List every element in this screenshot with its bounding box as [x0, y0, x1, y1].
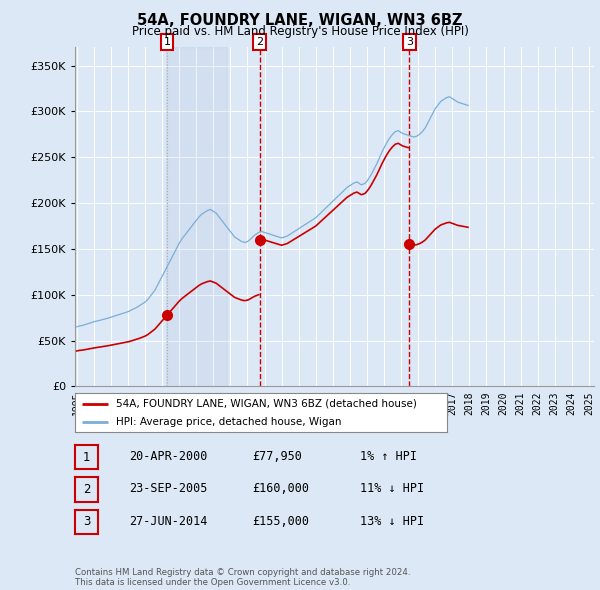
Text: HPI: Average price, detached house, Wigan: HPI: Average price, detached house, Wiga… [116, 417, 341, 427]
Text: Contains HM Land Registry data © Crown copyright and database right 2024.
This d: Contains HM Land Registry data © Crown c… [75, 568, 410, 587]
Text: 54A, FOUNDRY LANE, WIGAN, WN3 6BZ (detached house): 54A, FOUNDRY LANE, WIGAN, WN3 6BZ (detac… [116, 399, 417, 409]
Text: 11% ↓ HPI: 11% ↓ HPI [360, 482, 424, 495]
Text: 1: 1 [83, 451, 90, 464]
Bar [166, 47, 227, 386]
Text: Price paid vs. HM Land Registry's House Price Index (HPI): Price paid vs. HM Land Registry's House … [131, 25, 469, 38]
Text: 3: 3 [83, 516, 90, 529]
Text: 1: 1 [164, 37, 170, 47]
Text: 13% ↓ HPI: 13% ↓ HPI [360, 514, 424, 527]
Text: £160,000: £160,000 [252, 482, 309, 495]
Text: 20-APR-2000: 20-APR-2000 [129, 450, 208, 463]
Text: £77,950: £77,950 [252, 450, 302, 463]
Text: 1% ↑ HPI: 1% ↑ HPI [360, 450, 417, 463]
Text: 2: 2 [83, 483, 90, 496]
Text: 54A, FOUNDRY LANE, WIGAN, WN3 6BZ: 54A, FOUNDRY LANE, WIGAN, WN3 6BZ [137, 13, 463, 28]
Text: 3: 3 [406, 37, 413, 47]
Text: £155,000: £155,000 [252, 514, 309, 527]
Text: 23-SEP-2005: 23-SEP-2005 [129, 482, 208, 495]
Text: 2: 2 [256, 37, 263, 47]
Text: 27-JUN-2014: 27-JUN-2014 [129, 514, 208, 527]
